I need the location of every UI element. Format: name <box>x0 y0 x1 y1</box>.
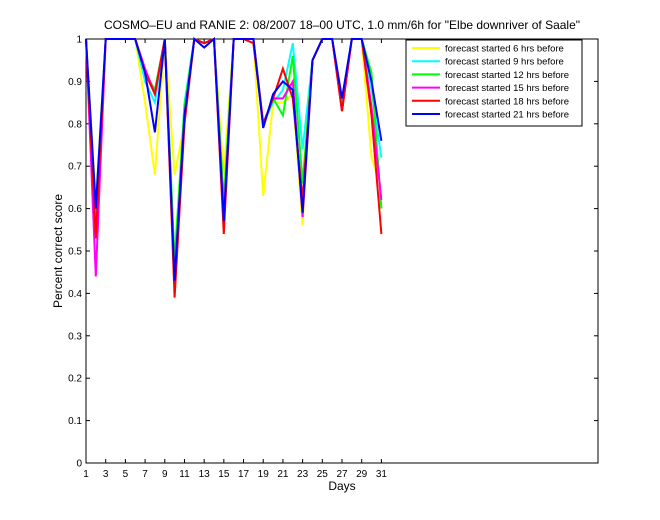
legend-label-3: forecast started 12 hrs before <box>445 70 569 81</box>
y-tick-label: 0.4 <box>68 289 82 300</box>
y-tick-label: 0 <box>76 459 82 470</box>
x-tick-label: 25 <box>317 469 329 480</box>
x-tick-label: 29 <box>356 469 368 480</box>
x-tick-label: 31 <box>376 469 388 480</box>
x-tick-label: 15 <box>218 469 230 480</box>
y-tick-label: 0.5 <box>68 247 82 258</box>
x-tick-label: 3 <box>103 469 109 480</box>
legend-label-1: forecast started 6 hrs before <box>445 44 564 55</box>
y-axis-label: Percent correct score <box>51 194 65 308</box>
y-tick-label: 0.9 <box>68 77 82 88</box>
x-tick-label: 11 <box>179 469 190 480</box>
legend-box <box>405 39 583 127</box>
legend-label-4: forecast started 15 hrs before <box>445 83 569 94</box>
x-tick-label: 9 <box>162 469 168 480</box>
legend-label-2: forecast started 9 hrs before <box>445 57 564 68</box>
x-tick-label: 1 <box>83 469 89 480</box>
y-tick-label: 0.8 <box>68 119 82 130</box>
legend: forecast started 6 hrs before forecast st… <box>405 39 583 127</box>
chart-title: COSMO–EU and RANIE 2: 08/2007 18–00 UTC,… <box>104 18 580 32</box>
x-axis-label: Days <box>328 479 355 493</box>
series-line-6 <box>85 36 383 281</box>
y-tick-label: 1 <box>76 35 82 46</box>
y-tick-label: 0.6 <box>68 204 82 215</box>
x-tick-label: 27 <box>336 469 348 480</box>
y-tick-label: 0.7 <box>68 162 82 173</box>
x-tick-label: 23 <box>297 469 309 480</box>
legend-label-5: forecast started 18 hrs before <box>445 96 569 107</box>
x-tick-label: 5 <box>123 469 129 480</box>
y-axis: 0 0.1 0.2 0.3 0.4 0.5 0.6 0.7 0.8 0.9 1 <box>68 35 598 470</box>
legend-label-6: forecast started 21 hrs before <box>445 110 569 121</box>
x-tick-label: 7 <box>142 469 148 480</box>
x-tick-label: 13 <box>199 469 211 480</box>
y-tick-label: 0.2 <box>68 374 82 385</box>
x-tick-label: 19 <box>258 469 270 480</box>
x-tick-label: 21 <box>277 469 289 480</box>
series-lines <box>85 36 383 298</box>
x-tick-label: 17 <box>238 469 250 480</box>
y-tick-label: 0.1 <box>68 416 82 427</box>
y-tick-label: 0.3 <box>68 331 82 342</box>
